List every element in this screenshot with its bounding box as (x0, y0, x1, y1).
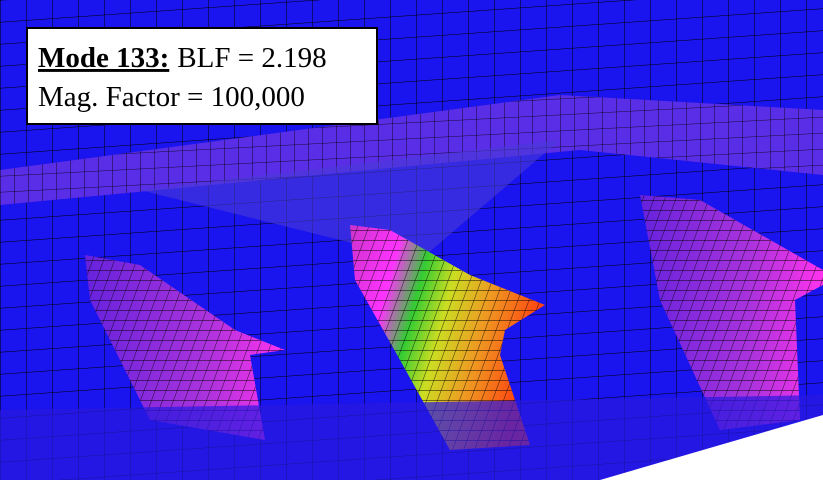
blf: BLF = 2.198 (177, 42, 326, 74)
page: Mode 133:BLF = 2.198 Mag. Factor = 100,0… (0, 0, 823, 480)
mode: Mode 133: (38, 42, 169, 74)
label-line-1: Mode 133:BLF = 2.198 (38, 42, 327, 74)
mag-factor: Mag. Factor = 100,000 (38, 81, 305, 113)
fea-render: Mode 133:BLF = 2.198 Mag. Factor = 100,0… (0, 0, 823, 480)
